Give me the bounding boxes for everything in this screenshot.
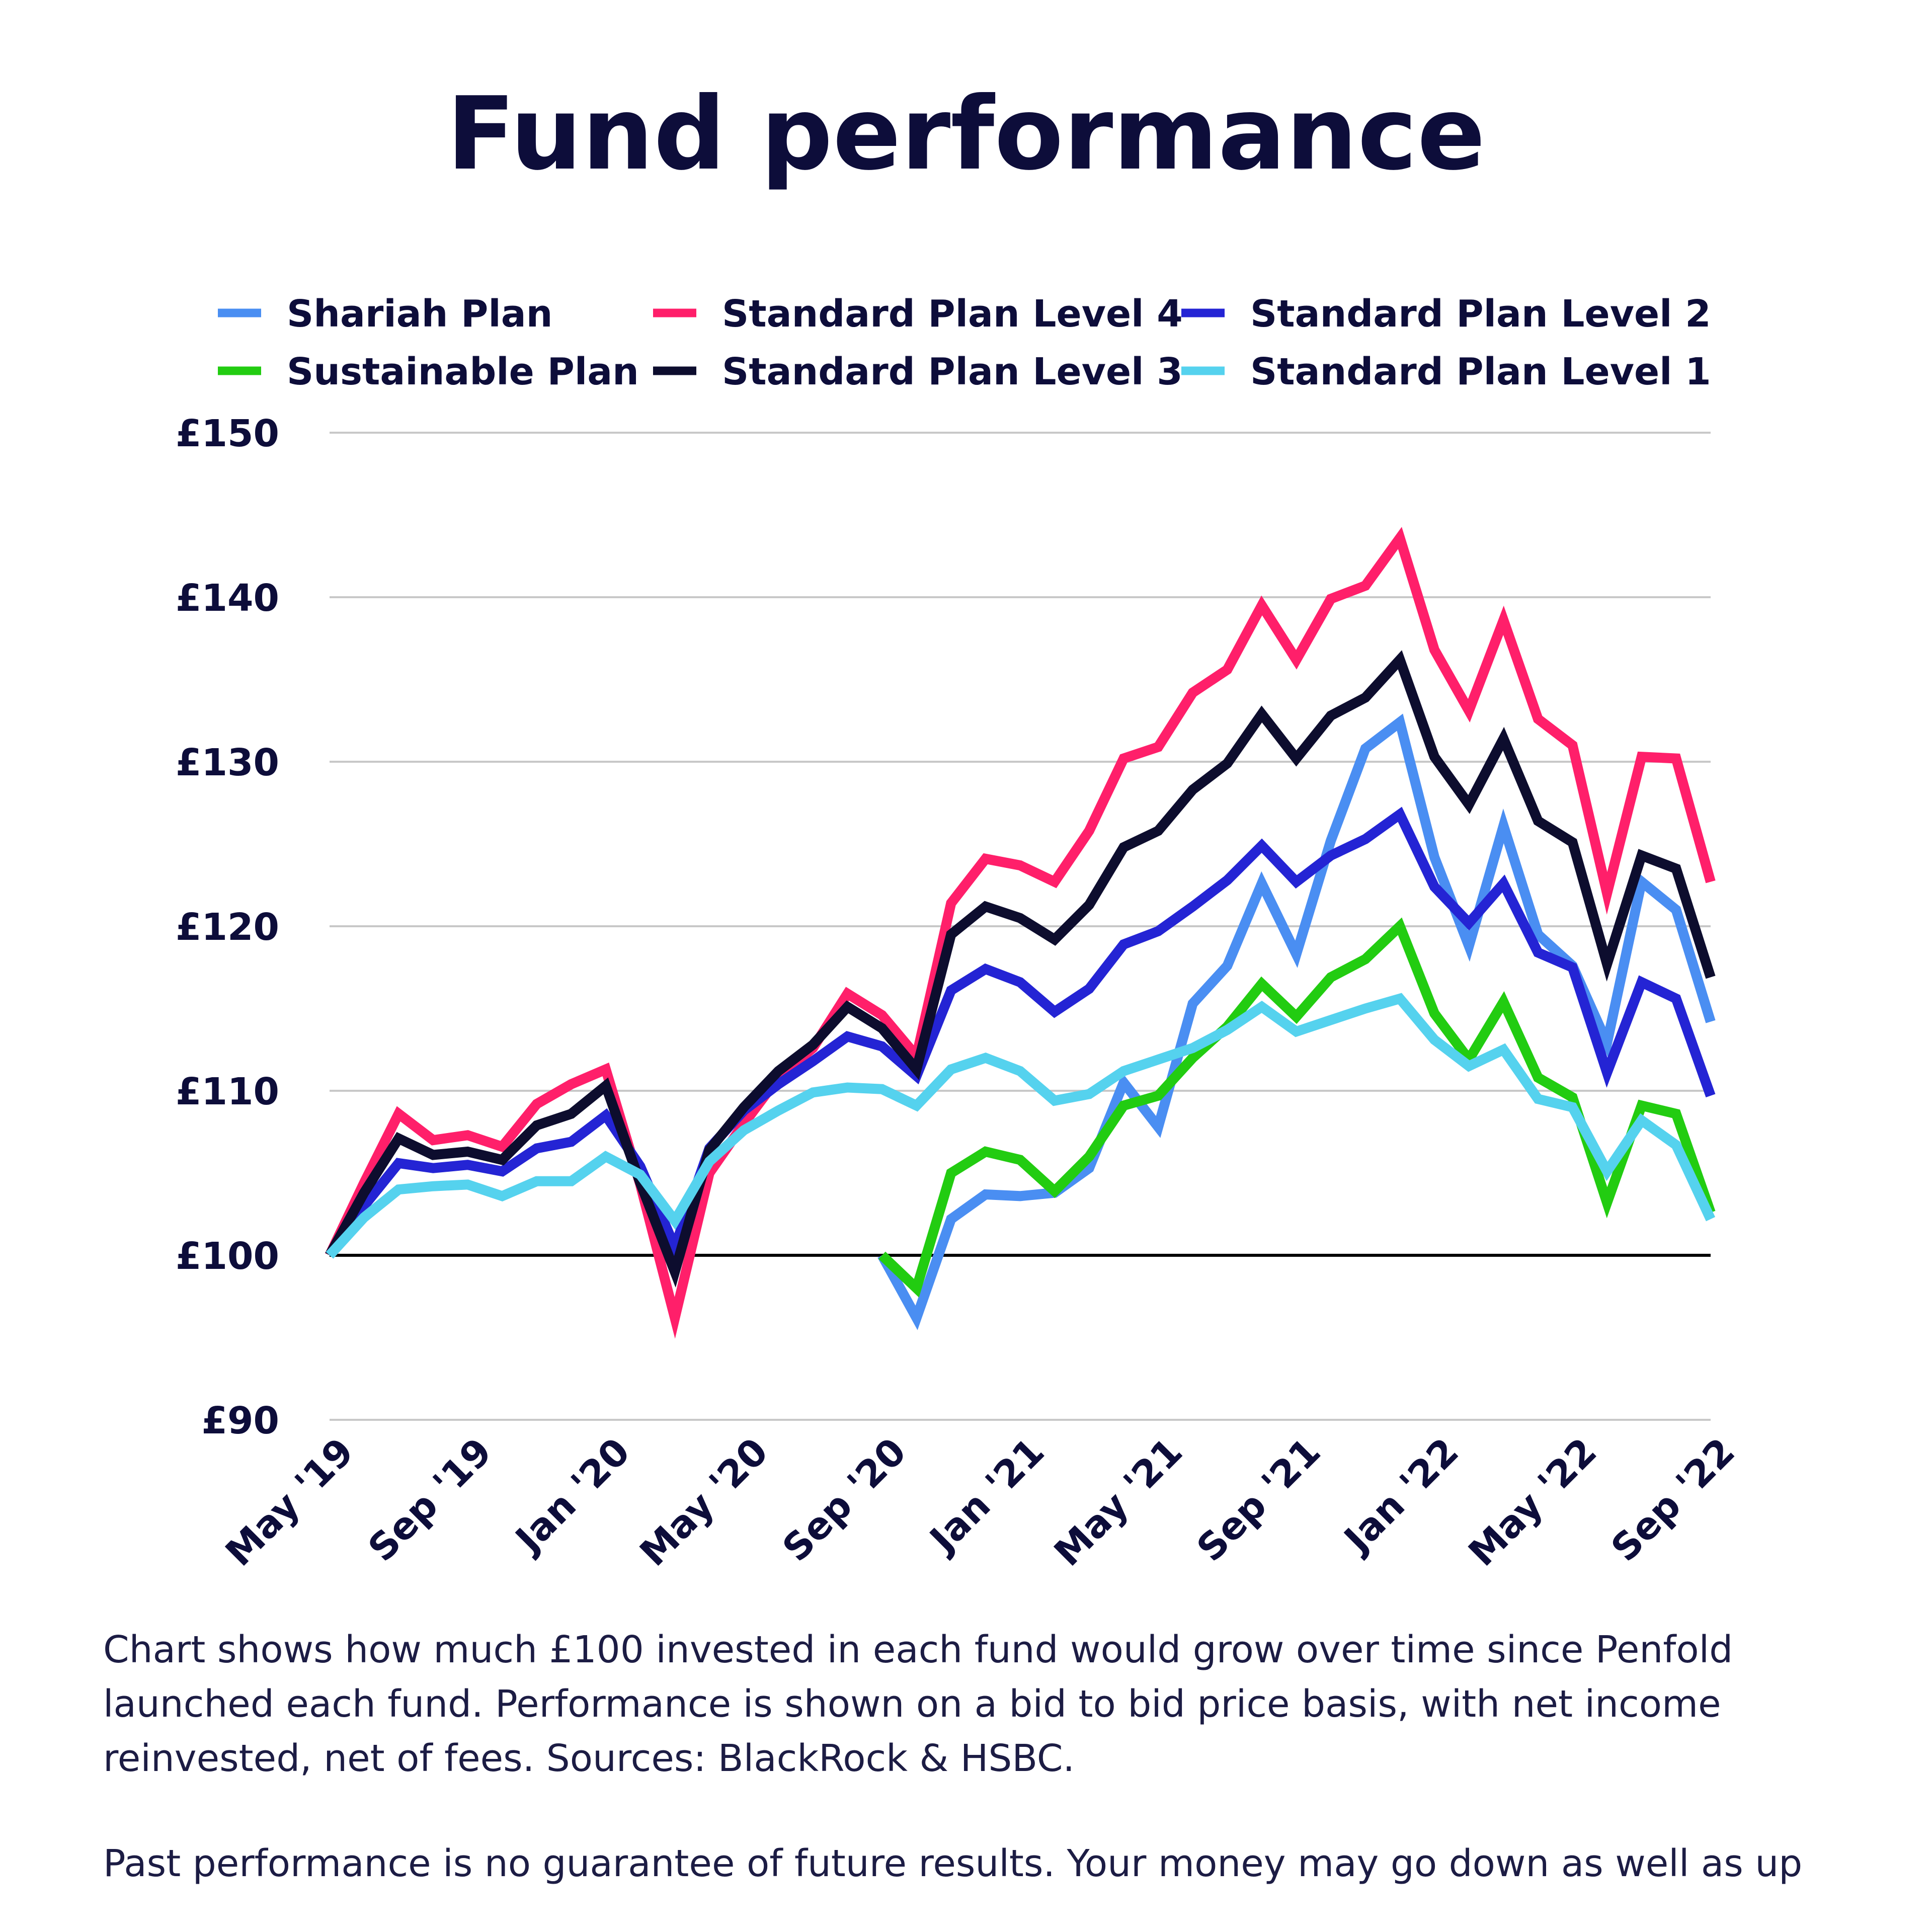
y-tick-label: £140 — [176, 577, 279, 620]
y-tick-label: £130 — [176, 741, 279, 784]
y-tick-label: £120 — [176, 906, 279, 949]
series-lines — [325, 527, 1716, 1339]
x-tick-label: Jan '20 — [506, 1430, 638, 1562]
legend-label-standard-plan-level-4: Standard Plan Level 4 — [722, 292, 1183, 336]
x-tick-label: Sep '22 — [1603, 1430, 1743, 1570]
x-tick-label: May '19 — [217, 1430, 362, 1575]
x-tick-label: Jan '22 — [1334, 1430, 1467, 1562]
chart-title: Fund performance — [447, 75, 1486, 193]
legend-label-standard-plan-level-2: Standard Plan Level 2 — [1250, 292, 1711, 336]
series-line-standard-plan-level-4 — [325, 527, 1716, 1339]
x-tick-label: Jan '21 — [920, 1430, 1053, 1562]
legend-label-sustainable-plan: Sustainable Plan — [287, 350, 639, 393]
y-axis: £90 £100 £110 £120 £130 £140 £150 — [176, 412, 279, 1442]
x-tick-label: Sep '20 — [774, 1430, 915, 1570]
x-tick-label: Sep '21 — [1189, 1430, 1329, 1570]
y-tick-label: £90 — [202, 1399, 279, 1442]
y-tick-label: £100 — [176, 1235, 279, 1278]
chart-caption: Chart shows how much £100 invested in ea… — [103, 1628, 1733, 1780]
series-line-standard-plan-level-1 — [326, 993, 1716, 1259]
x-tick-label: Sep '19 — [360, 1430, 501, 1570]
x-tick-label: May '22 — [1460, 1430, 1605, 1575]
x-tick-label: May '21 — [1046, 1430, 1191, 1575]
legend-label-shariah-plan: Shariah Plan — [287, 292, 552, 336]
series-line-standard-plan-level-3 — [325, 650, 1716, 1288]
legend: Shariah Plan Standard Plan Level 4 Standar… — [218, 292, 1711, 393]
y-tick-label: £150 — [176, 412, 279, 455]
series-line-standard-plan-level-2 — [325, 807, 1716, 1261]
disclaimer-text: Past performance is no guarantee of futu… — [103, 1842, 1803, 1885]
series-line-sustainable-plan — [878, 917, 1716, 1298]
legend-label-standard-plan-level-3: Standard Plan Level 3 — [722, 350, 1183, 393]
legend-label-standard-plan-level-1: Standard Plan Level 1 — [1250, 350, 1711, 393]
grid-lines — [330, 432, 1711, 1421]
y-tick-label: £110 — [176, 1070, 279, 1113]
x-tick-label: May '20 — [631, 1430, 776, 1575]
